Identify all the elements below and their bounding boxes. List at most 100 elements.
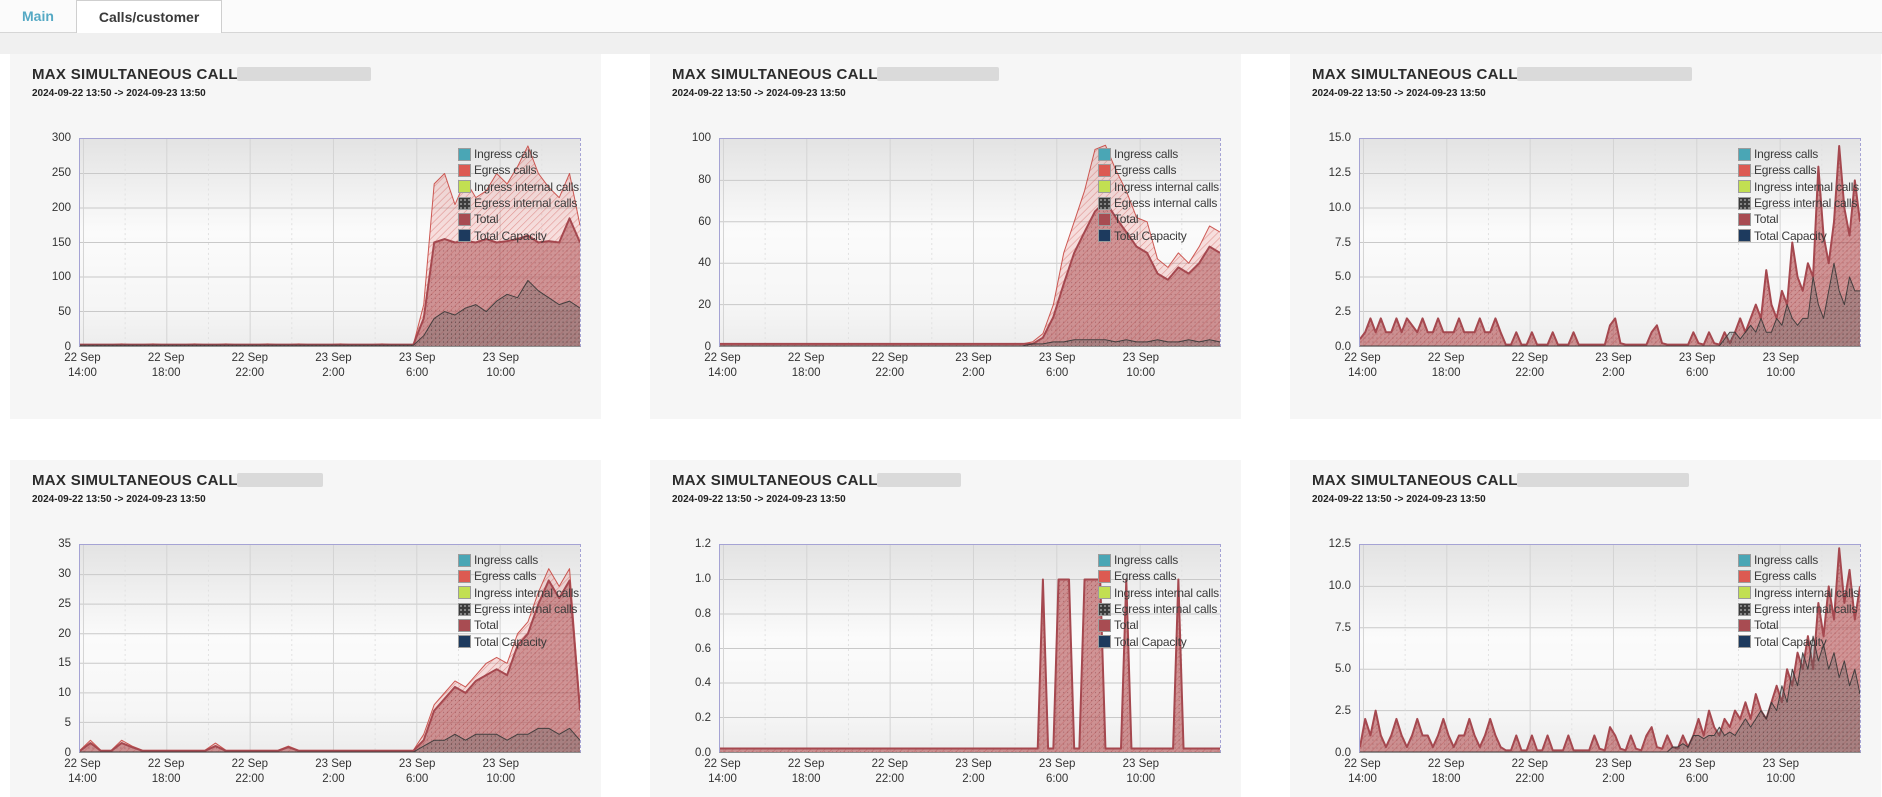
egress-calls-swatch-icon — [458, 163, 471, 177]
legend-item: Ingress calls — [1098, 552, 1219, 568]
chart-title: MAX SIMULTANEOUS CALLS — [672, 66, 889, 83]
tab-bar: Main Calls/customer — [0, 0, 1882, 33]
y-tick-label: 5.0 — [1335, 271, 1351, 284]
chart-date-range: 2024-09-22 13:50 -> 2024-09-23 13:50 — [1312, 88, 1486, 99]
y-tick-label: 10 — [58, 687, 71, 700]
redacted-customer-name — [1517, 473, 1689, 487]
legend-item: Ingress calls — [1738, 146, 1859, 162]
x-tick-label: 22 Sep 18:00 — [787, 758, 825, 785]
chart-date-range: 2024-09-22 13:50 -> 2024-09-23 13:50 — [32, 88, 206, 99]
y-tick-label: 7.5 — [1335, 236, 1351, 249]
y-tick-label: 0 — [64, 747, 71, 759]
chart-legend: Ingress calls Egress calls Ingress interna… — [458, 146, 579, 244]
legend-label: Egress calls — [1114, 163, 1177, 178]
chart-title: MAX SIMULTANEOUS CALLS — [32, 66, 249, 83]
legend-item: Ingress internal calls — [1098, 585, 1219, 601]
chart-title: MAX SIMULTANEOUS CALLS — [672, 472, 889, 489]
chart-card: MAX SIMULTANEOUS CALLS 2024-09-22 13:50 … — [650, 54, 1241, 419]
x-tick-label: 23 Sep 10:00 — [1762, 758, 1800, 785]
legend-label: Ingress calls — [1114, 553, 1179, 568]
chart-canvas — [720, 545, 1220, 752]
legend-item: Ingress calls — [458, 552, 579, 568]
y-tick-label: 10.0 — [1328, 579, 1351, 592]
x-tick-label: 22 Sep 22:00 — [231, 352, 269, 379]
egress-internal-calls-swatch-icon — [458, 196, 471, 210]
legend-label: Total Capacity — [1114, 634, 1187, 649]
legend-item: Ingress internal calls — [1738, 585, 1859, 601]
legend-label: Ingress calls — [1754, 147, 1819, 162]
egress-internal-calls-swatch-icon — [1738, 196, 1751, 210]
x-tick-label: 23 Sep 2:00 — [315, 758, 352, 785]
legend-item: Total Capacity — [1098, 633, 1219, 649]
chart-legend: Ingress calls Egress calls Ingress interna… — [1738, 146, 1859, 244]
legend-item: Total — [1098, 211, 1219, 227]
ingress-internal-calls-swatch-icon — [458, 180, 471, 194]
chart-card: MAX SIMULTANEOUS CALLS 2024-09-22 13:50 … — [10, 460, 601, 797]
legend-label: Total Capacity — [1754, 228, 1827, 243]
egress-internal-calls-swatch-icon — [1098, 196, 1111, 210]
legend-item: Egress calls — [458, 162, 579, 178]
y-tick-label: 5 — [64, 717, 71, 730]
total-capacity-swatch-icon — [1738, 229, 1751, 243]
legend-item: Ingress internal calls — [1738, 179, 1859, 195]
chart-card: MAX SIMULTANEOUS CALLS 2024-09-22 13:50 … — [10, 54, 601, 419]
legend-item: Egress internal calls — [1738, 601, 1859, 617]
x-tick-label: 23 Sep 6:00 — [1678, 758, 1716, 785]
tab-main[interactable]: Main — [22, 8, 54, 24]
series-egress-internal-calls — [1360, 263, 1860, 346]
y-tick-label: 0.0 — [1335, 747, 1351, 759]
legend-item: Total Capacity — [1098, 227, 1219, 243]
x-tick-label: 23 Sep 6:00 — [1038, 758, 1076, 785]
ingress-internal-calls-swatch-icon — [458, 586, 471, 600]
chart-plot: Ingress calls Egress calls Ingress interna… — [1359, 138, 1861, 347]
legend-label: Ingress internal calls — [1114, 585, 1219, 600]
y-tick-label: 100 — [51, 271, 71, 284]
x-tick-label: 22 Sep 14:00 — [704, 352, 741, 379]
x-tick-label: 22 Sep 18:00 — [147, 352, 185, 379]
chart-legend: Ingress calls Egress calls Ingress interna… — [458, 552, 579, 650]
redacted-customer-name — [237, 473, 323, 487]
chart-legend: Ingress calls Egress calls Ingress interna… — [1098, 146, 1219, 244]
chart-canvas — [1360, 139, 1860, 346]
legend-label: Egress internal calls — [474, 196, 578, 211]
y-tick-label: 0.0 — [1335, 341, 1351, 353]
series-total — [80, 218, 580, 346]
ingress-internal-calls-swatch-icon — [1098, 586, 1111, 600]
legend-label: Egress calls — [1114, 569, 1177, 584]
tab-calls-customer[interactable]: Calls/customer — [75, 0, 223, 33]
ingress-calls-swatch-icon — [1738, 147, 1751, 161]
legend-label: Total — [1114, 618, 1139, 633]
x-tick-label: 23 Sep 10:00 — [482, 758, 520, 785]
legend-label: Egress internal calls — [1754, 196, 1858, 211]
chart-card: MAX SIMULTANEOUS CALLS 2024-09-22 13:50 … — [1290, 54, 1881, 419]
redacted-customer-name — [877, 473, 961, 487]
x-tick-label: 22 Sep 22:00 — [231, 758, 269, 785]
y-tick-label: 35 — [58, 538, 71, 550]
chart-card: MAX SIMULTANEOUS CALLS 2024-09-22 13:50 … — [650, 460, 1241, 797]
legend-item: Egress internal calls — [1098, 195, 1219, 211]
legend-item: Total — [458, 211, 579, 227]
chart-plot: Ingress calls Egress calls Ingress interna… — [79, 138, 581, 347]
y-tick-label: 12.5 — [1328, 166, 1351, 179]
chart-date-range: 2024-09-22 13:50 -> 2024-09-23 13:50 — [32, 494, 206, 505]
x-tick-label: 23 Sep 6:00 — [398, 352, 436, 379]
x-tick-label: 23 Sep 2:00 — [315, 352, 352, 379]
x-tick-label: 23 Sep 6:00 — [1678, 352, 1716, 379]
y-tick-label: 15 — [58, 657, 71, 670]
legend-item: Egress internal calls — [1098, 601, 1219, 617]
total-capacity-swatch-icon — [1098, 229, 1111, 243]
legend-label: Total Capacity — [1114, 228, 1187, 243]
charts-grid: MAX SIMULTANEOUS CALLS 2024-09-22 13:50 … — [0, 54, 1882, 797]
x-tick-label: 22 Sep 18:00 — [787, 352, 825, 379]
legend-item: Egress calls — [1098, 568, 1219, 584]
y-tick-label: 0.4 — [695, 677, 711, 690]
chart-card: MAX SIMULTANEOUS CALLS 2024-09-22 13:50 … — [1290, 460, 1881, 797]
x-tick-label: 23 Sep 10:00 — [1122, 758, 1160, 785]
y-tick-label: 7.5 — [1335, 621, 1351, 634]
legend-item: Ingress internal calls — [458, 179, 579, 195]
y-tick-label: 5.0 — [1335, 663, 1351, 676]
legend-item: Total Capacity — [458, 633, 579, 649]
legend-label: Total — [1114, 212, 1139, 227]
legend-label: Total Capacity — [474, 634, 547, 649]
y-tick-label: 0 — [64, 341, 71, 353]
